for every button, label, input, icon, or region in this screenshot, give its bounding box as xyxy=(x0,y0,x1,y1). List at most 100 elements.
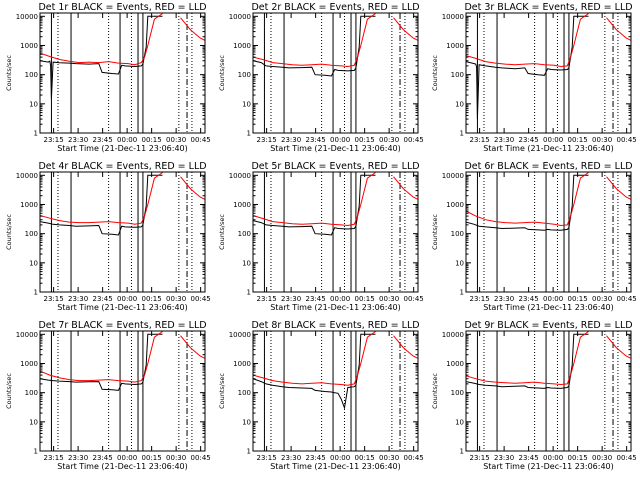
y-tick-label: 100 xyxy=(238,71,251,79)
x-tick-label: 00:00 xyxy=(117,454,137,462)
y-tick-label: 100 xyxy=(451,230,464,238)
x-tick-label: 23:15 xyxy=(44,454,64,462)
detector-panel-9: Det 9r BLACK = Events, RED = LLD 1 10 100 10… xyxy=(431,320,637,471)
x-tick-label: 00:30 xyxy=(592,454,612,462)
x-tick-label: 23:15 xyxy=(44,136,64,144)
x-axis-label: Start Time (21-Dec-11 23:06:40) xyxy=(483,303,614,312)
plot-frame xyxy=(252,171,419,293)
x-tick-label: 00:45 xyxy=(617,454,637,462)
series-line-lld xyxy=(466,172,631,227)
x-tick-label: 23:15 xyxy=(44,295,64,303)
detector-panel-7: Det 7r BLACK = Events, RED = LLD 1 10 100 10… xyxy=(5,320,211,471)
y-tick-label: 10000 xyxy=(442,13,464,21)
x-tick-label: 00:30 xyxy=(166,136,186,144)
x-tick-label: 23:15 xyxy=(257,295,277,303)
x-tick-label: 00:15 xyxy=(568,295,588,303)
x-tick-label: 00:30 xyxy=(379,295,399,303)
x-tick-label: 23:15 xyxy=(470,454,490,462)
panel-title: Det 6r BLACK = Events, RED = LLD xyxy=(464,161,632,172)
x-tick-label: 00:00 xyxy=(330,454,350,462)
y-axis-label: Counts/sec xyxy=(218,55,226,91)
x-tick-label: 23:15 xyxy=(470,136,490,144)
detector-panel-5: Det 5r BLACK = Events, RED = LLD 1 10 100 10… xyxy=(218,161,424,312)
x-tick-label: 00:15 xyxy=(568,454,588,462)
x-tick-label: 00:45 xyxy=(404,454,424,462)
x-tick-label: 00:15 xyxy=(355,136,375,144)
y-tick-label: 1000 xyxy=(20,201,38,209)
y-tick-label: 10000 xyxy=(16,331,38,339)
plot-frame xyxy=(465,12,632,134)
x-tick-label: 00:45 xyxy=(617,295,637,303)
y-tick-label: 1000 xyxy=(20,42,38,50)
plot-area xyxy=(40,331,205,451)
detector-panel-2: Det 2r BLACK = Events, RED = LLD 1 10 100 10… xyxy=(218,2,424,153)
x-axis-label: Start Time (21-Dec-11 23:06:40) xyxy=(57,303,188,312)
x-tick-label: 23:45 xyxy=(306,295,326,303)
y-tick-label: 10000 xyxy=(16,13,38,21)
x-tick-label: 00:00 xyxy=(543,295,563,303)
plot-frame xyxy=(39,12,206,134)
x-tick-label: 23:30 xyxy=(494,454,514,462)
y-tick-label: 100 xyxy=(451,389,464,397)
x-tick-label: 23:45 xyxy=(93,454,113,462)
x-tick-label: 00:30 xyxy=(166,295,186,303)
plot-area xyxy=(40,13,205,133)
x-tick-label: 00:00 xyxy=(543,136,563,144)
series-line-lld xyxy=(40,13,205,66)
plot-area xyxy=(253,172,418,292)
y-axis-label: Counts/sec xyxy=(431,55,439,91)
series-line-lld xyxy=(253,331,418,386)
x-tick-label: 23:30 xyxy=(281,454,301,462)
y-tick-label: 1000 xyxy=(233,42,251,50)
series-line-events xyxy=(253,15,376,77)
x-tick-label: 23:45 xyxy=(306,454,326,462)
x-tick-label: 00:15 xyxy=(355,295,375,303)
detector-panel-3: Det 3r BLACK = Events, RED = LLD 1 10 100 10… xyxy=(431,2,637,153)
x-tick-label: 00:00 xyxy=(117,295,137,303)
plot-frame xyxy=(39,171,206,293)
x-tick-label: 23:45 xyxy=(93,295,113,303)
x-tick-label: 23:30 xyxy=(494,136,514,144)
x-tick-label: 23:30 xyxy=(494,295,514,303)
x-axis-label: Start Time (21-Dec-11 23:06:40) xyxy=(270,303,401,312)
y-tick-label: 100 xyxy=(238,389,251,397)
x-tick-label: 00:30 xyxy=(379,454,399,462)
x-tick-label: 23:15 xyxy=(470,295,490,303)
y-tick-label: 1 xyxy=(34,289,38,297)
x-tick-label: 00:45 xyxy=(191,295,211,303)
series-line-events xyxy=(253,333,376,410)
y-axis-label: Counts/sec xyxy=(5,55,13,91)
y-axis-label: Counts/sec xyxy=(431,214,439,250)
y-tick-label: 10000 xyxy=(442,331,464,339)
series-line-lld xyxy=(40,172,205,225)
series-line-events xyxy=(466,15,589,120)
x-tick-label: 23:30 xyxy=(68,136,88,144)
x-tick-label: 00:45 xyxy=(404,136,424,144)
plot-frame xyxy=(252,330,419,452)
y-axis-label: Counts/sec xyxy=(218,373,226,409)
x-tick-label: 00:30 xyxy=(166,454,186,462)
series-line-lld xyxy=(466,13,631,68)
plot-frame xyxy=(252,12,419,134)
detector-panel-1: Det 1r BLACK = Events, RED = LLD 1 10 100 10… xyxy=(5,2,211,153)
y-tick-label: 10000 xyxy=(229,13,251,21)
y-tick-label: 1 xyxy=(460,289,464,297)
y-tick-label: 10000 xyxy=(229,331,251,339)
detector-panel-4: Det 4r BLACK = Events, RED = LLD 1 10 100 10… xyxy=(5,161,211,312)
x-axis-label: Start Time (21-Dec-11 23:06:40) xyxy=(270,144,401,153)
y-tick-label: 1 xyxy=(460,130,464,138)
plot-area xyxy=(466,331,631,451)
panel-title: Det 7r BLACK = Events, RED = LLD xyxy=(38,320,206,331)
panel-title: Det 5r BLACK = Events, RED = LLD xyxy=(251,161,419,172)
series-line-events xyxy=(466,174,589,231)
x-tick-label: 00:45 xyxy=(617,136,637,144)
x-tick-label: 23:15 xyxy=(257,136,277,144)
x-tick-label: 00:15 xyxy=(142,136,162,144)
y-tick-label: 1000 xyxy=(446,360,464,368)
plot-area xyxy=(253,331,418,451)
y-tick-label: 1 xyxy=(247,130,251,138)
y-tick-label: 100 xyxy=(25,71,38,79)
x-tick-label: 00:15 xyxy=(142,454,162,462)
detector-panel-6: Det 6r BLACK = Events, RED = LLD 1 10 100 10… xyxy=(431,161,637,312)
